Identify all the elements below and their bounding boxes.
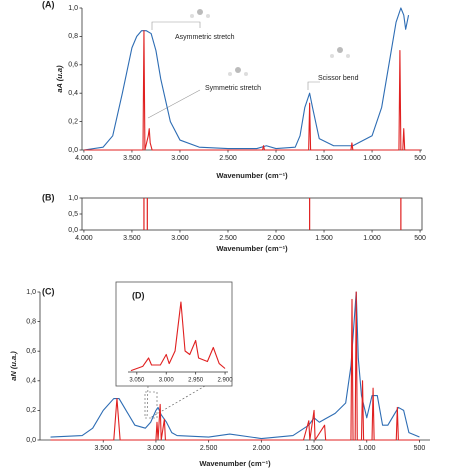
zoom-guide [146, 385, 149, 419]
panel-label: (A) [42, 0, 55, 9]
y-axis-label: aA (u.a) [55, 65, 64, 93]
x-tick-label: 4.000 [75, 235, 93, 242]
x-tick-label: 1.000 [363, 155, 381, 162]
stick [146, 198, 148, 230]
x-tick-label: 3.500 [123, 155, 141, 162]
stick [309, 198, 311, 230]
y-tick-label: 1,0 [26, 289, 36, 296]
molecule-atom [228, 72, 232, 76]
annotation: Scissor bend [318, 75, 359, 82]
annotations-a [147, 21, 320, 119]
spectrum-line [50, 291, 420, 440]
x-tick-label: 3.000 [159, 378, 175, 384]
molecule-atom [190, 14, 194, 18]
x-tick-label: 3.000 [147, 445, 165, 452]
x-tick-label: 3.000 [171, 235, 189, 242]
y-tick-label: 0,0 [68, 147, 78, 154]
molecule-atom [206, 14, 210, 18]
x-tick-label: 1.500 [305, 445, 323, 452]
x-tick-label: 2.900 [218, 378, 234, 384]
y-tick-label: 0,0 [68, 227, 78, 234]
x-tick-label: 3.500 [123, 235, 141, 242]
x-tick-label: 500 [414, 155, 426, 162]
x-tick-label: 500 [414, 235, 426, 242]
x-tick-label: 2.500 [219, 155, 237, 162]
x-tick-label: 500 [414, 445, 426, 452]
annotation: Symmetric stretch [205, 85, 261, 92]
x-tick-label: 2.500 [219, 235, 237, 242]
molecule-atom [346, 54, 350, 58]
panel-label: (C) [42, 286, 55, 296]
x-tick-label: 3.050 [129, 378, 145, 384]
plot-frame [81, 197, 423, 231]
spectrum-line [50, 291, 420, 441]
y-tick-label: 0,5 [68, 211, 78, 218]
x-tick-label: 2.500 [200, 445, 218, 452]
panel-label: (B) [42, 192, 55, 202]
x-tick-label: 2.000 [253, 445, 271, 452]
molecule-atom [235, 67, 241, 73]
y-tick-label: 1,0 [68, 5, 78, 12]
spectrum-line [83, 7, 410, 151]
stick [143, 198, 145, 230]
zoom-guide [149, 385, 206, 419]
y-tick-label: 0,2 [26, 407, 36, 414]
y-tick-label: 0,4 [26, 378, 36, 385]
x-tick-label: 1.000 [363, 235, 381, 242]
x-tick-label: 2.000 [267, 155, 285, 162]
panel-label: (D) [132, 290, 145, 300]
annotation: Asymmetric stretch [175, 34, 235, 41]
x-tick-label: 3.000 [171, 155, 189, 162]
y-tick-label: 0,8 [26, 318, 36, 325]
x-tick-label: 4.000 [75, 155, 93, 162]
molecule-atom [337, 47, 343, 53]
spectrum-line [130, 301, 226, 372]
connector [307, 81, 320, 90]
x-tick-label: 1.000 [358, 445, 376, 452]
molecule-atom [197, 9, 203, 15]
x-axis-label: Wavenumber (cm⁻¹) [216, 244, 288, 253]
y-tick-label: 0,6 [68, 62, 78, 69]
molecule-atom [330, 54, 334, 58]
molecule-icons [190, 9, 350, 76]
x-tick-label: 1.500 [315, 155, 333, 162]
x-tick-label: 3.500 [94, 445, 112, 452]
molecule-atom [244, 72, 248, 76]
y-tick-label: 0,2 [68, 118, 78, 125]
y-axis-label: aN (u.a.) [9, 351, 18, 381]
x-axis-label: Wavenumber (cm⁻¹) [216, 171, 288, 180]
x-axis-label: Wavenumber (cm⁻¹) [199, 459, 271, 468]
spectrum-line [83, 30, 421, 151]
x-tick-label: 1.500 [315, 235, 333, 242]
x-tick-label: 2.000 [267, 235, 285, 242]
y-tick-label: 1,0 [68, 195, 78, 202]
y-tick-label: 0,6 [26, 348, 36, 355]
connector [147, 89, 201, 119]
zoom-guides [144, 385, 206, 419]
y-tick-label: 0,4 [68, 90, 78, 97]
zoom-box [144, 391, 158, 419]
x-tick-label: 2.950 [188, 378, 204, 384]
y-tick-label: 0,8 [68, 33, 78, 40]
y-tick-label: 0,0 [26, 437, 36, 444]
stick [400, 198, 402, 230]
connector [151, 21, 201, 30]
